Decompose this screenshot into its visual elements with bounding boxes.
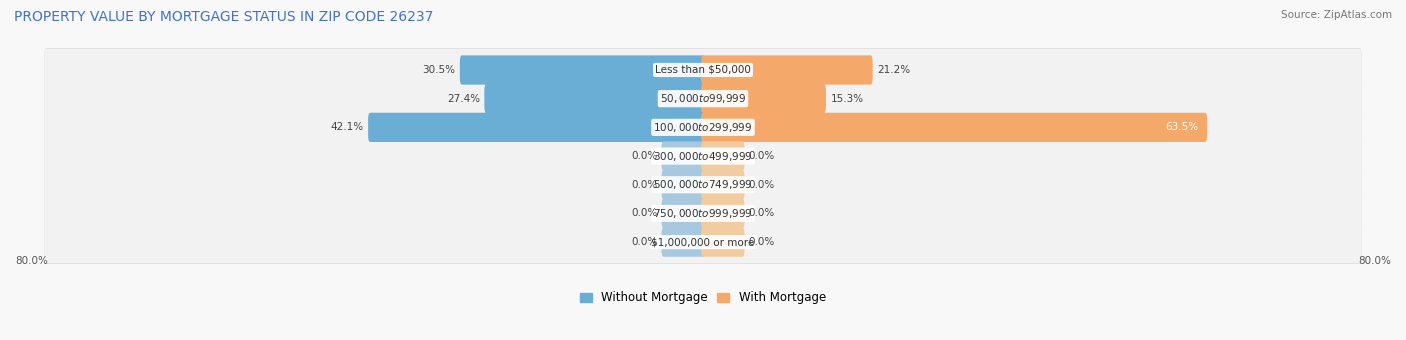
FancyBboxPatch shape	[702, 84, 825, 113]
FancyBboxPatch shape	[702, 113, 1208, 142]
Text: 63.5%: 63.5%	[1166, 122, 1199, 132]
FancyBboxPatch shape	[661, 141, 704, 171]
Text: 0.0%: 0.0%	[749, 208, 775, 218]
Text: $750,000 to $999,999: $750,000 to $999,999	[654, 207, 752, 220]
FancyBboxPatch shape	[702, 141, 745, 171]
Text: 0.0%: 0.0%	[749, 180, 775, 190]
FancyBboxPatch shape	[44, 135, 1362, 177]
Text: 80.0%: 80.0%	[1358, 256, 1391, 266]
Text: PROPERTY VALUE BY MORTGAGE STATUS IN ZIP CODE 26237: PROPERTY VALUE BY MORTGAGE STATUS IN ZIP…	[14, 10, 433, 24]
Text: 30.5%: 30.5%	[422, 65, 456, 75]
FancyBboxPatch shape	[661, 199, 704, 228]
Text: $500,000 to $749,999: $500,000 to $749,999	[654, 178, 752, 191]
Text: 80.0%: 80.0%	[15, 256, 48, 266]
FancyBboxPatch shape	[44, 77, 1362, 120]
FancyBboxPatch shape	[44, 78, 1362, 120]
FancyBboxPatch shape	[44, 192, 1362, 235]
FancyBboxPatch shape	[484, 84, 704, 113]
FancyBboxPatch shape	[44, 134, 1362, 178]
FancyBboxPatch shape	[368, 113, 704, 142]
Text: 0.0%: 0.0%	[631, 237, 657, 247]
FancyBboxPatch shape	[702, 199, 745, 228]
Text: $100,000 to $299,999: $100,000 to $299,999	[654, 121, 752, 134]
Text: 0.0%: 0.0%	[631, 151, 657, 161]
Text: 27.4%: 27.4%	[447, 94, 479, 104]
FancyBboxPatch shape	[702, 170, 745, 199]
Text: $300,000 to $499,999: $300,000 to $499,999	[654, 150, 752, 163]
FancyBboxPatch shape	[44, 192, 1362, 235]
Legend: Without Mortgage, With Mortgage: Without Mortgage, With Mortgage	[575, 287, 831, 309]
Text: 21.2%: 21.2%	[877, 65, 910, 75]
FancyBboxPatch shape	[44, 106, 1362, 149]
FancyBboxPatch shape	[460, 55, 704, 85]
Text: $1,000,000 or more: $1,000,000 or more	[651, 237, 755, 247]
FancyBboxPatch shape	[44, 164, 1362, 206]
FancyBboxPatch shape	[44, 48, 1362, 92]
Text: $50,000 to $99,999: $50,000 to $99,999	[659, 92, 747, 105]
Text: 15.3%: 15.3%	[831, 94, 863, 104]
FancyBboxPatch shape	[661, 227, 704, 257]
FancyBboxPatch shape	[44, 49, 1362, 91]
Text: 0.0%: 0.0%	[631, 208, 657, 218]
Text: 42.1%: 42.1%	[330, 122, 364, 132]
FancyBboxPatch shape	[44, 105, 1362, 149]
FancyBboxPatch shape	[702, 55, 873, 85]
FancyBboxPatch shape	[44, 221, 1362, 264]
Text: Source: ZipAtlas.com: Source: ZipAtlas.com	[1281, 10, 1392, 20]
FancyBboxPatch shape	[702, 227, 745, 257]
Text: Less than $50,000: Less than $50,000	[655, 65, 751, 75]
FancyBboxPatch shape	[661, 170, 704, 199]
Text: 0.0%: 0.0%	[749, 151, 775, 161]
FancyBboxPatch shape	[44, 163, 1362, 206]
Text: 0.0%: 0.0%	[631, 180, 657, 190]
FancyBboxPatch shape	[44, 220, 1362, 264]
Text: 0.0%: 0.0%	[749, 237, 775, 247]
